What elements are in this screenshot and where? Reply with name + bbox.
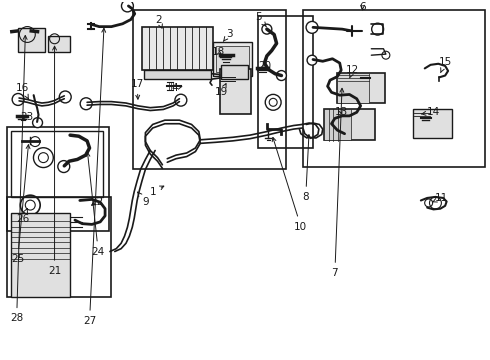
Circle shape	[12, 94, 24, 105]
Text: 8: 8	[302, 135, 311, 202]
Text: 6: 6	[359, 2, 366, 12]
Text: 23: 23	[20, 112, 33, 122]
Text: 24: 24	[86, 153, 105, 257]
Bar	[220, 69, 251, 114]
Text: 26: 26	[16, 208, 29, 224]
Bar	[337, 73, 369, 103]
Bar	[217, 46, 249, 72]
Bar	[133, 10, 286, 169]
Bar	[142, 27, 214, 70]
Text: 4: 4	[171, 83, 182, 93]
Text: 3: 3	[223, 29, 233, 41]
Text: 2: 2	[155, 14, 162, 28]
Circle shape	[276, 71, 286, 81]
Bar	[413, 109, 452, 139]
Bar	[214, 42, 252, 76]
Text: 22: 22	[90, 197, 103, 207]
Bar	[18, 28, 46, 52]
Text: 10: 10	[272, 138, 307, 231]
Text: 11: 11	[432, 193, 448, 203]
Circle shape	[80, 98, 92, 110]
Bar	[324, 109, 375, 140]
Text: 13: 13	[335, 107, 348, 117]
Text: 20: 20	[258, 61, 271, 71]
Text: 17: 17	[130, 79, 144, 99]
Text: 27: 27	[83, 28, 106, 326]
Bar	[220, 65, 248, 79]
Bar	[258, 16, 313, 148]
Text: 28: 28	[10, 36, 27, 323]
Text: 15: 15	[439, 57, 452, 73]
Circle shape	[175, 94, 187, 106]
Text: 19: 19	[215, 84, 228, 97]
Text: 9: 9	[138, 192, 149, 207]
Circle shape	[307, 55, 317, 65]
Circle shape	[58, 161, 70, 172]
Text: 14: 14	[421, 107, 440, 117]
Text: 18: 18	[212, 47, 225, 57]
Text: 1: 1	[149, 186, 164, 197]
Bar	[303, 10, 486, 167]
Bar	[11, 213, 71, 297]
Text: 7: 7	[332, 88, 344, 278]
Text: 16: 16	[16, 83, 29, 99]
Bar	[48, 36, 70, 52]
Circle shape	[33, 118, 43, 127]
Circle shape	[122, 0, 133, 12]
Bar	[337, 73, 385, 103]
Bar	[324, 109, 351, 140]
Bar	[7, 197, 111, 297]
Text: 25: 25	[11, 145, 30, 264]
Circle shape	[262, 24, 272, 34]
Bar	[11, 131, 103, 197]
Text: 5: 5	[255, 12, 267, 27]
Bar	[7, 127, 109, 231]
Text: 12: 12	[346, 65, 360, 78]
Circle shape	[340, 129, 349, 139]
Circle shape	[59, 91, 71, 103]
Bar	[144, 70, 212, 79]
Circle shape	[306, 21, 318, 33]
Text: 21: 21	[48, 46, 61, 276]
